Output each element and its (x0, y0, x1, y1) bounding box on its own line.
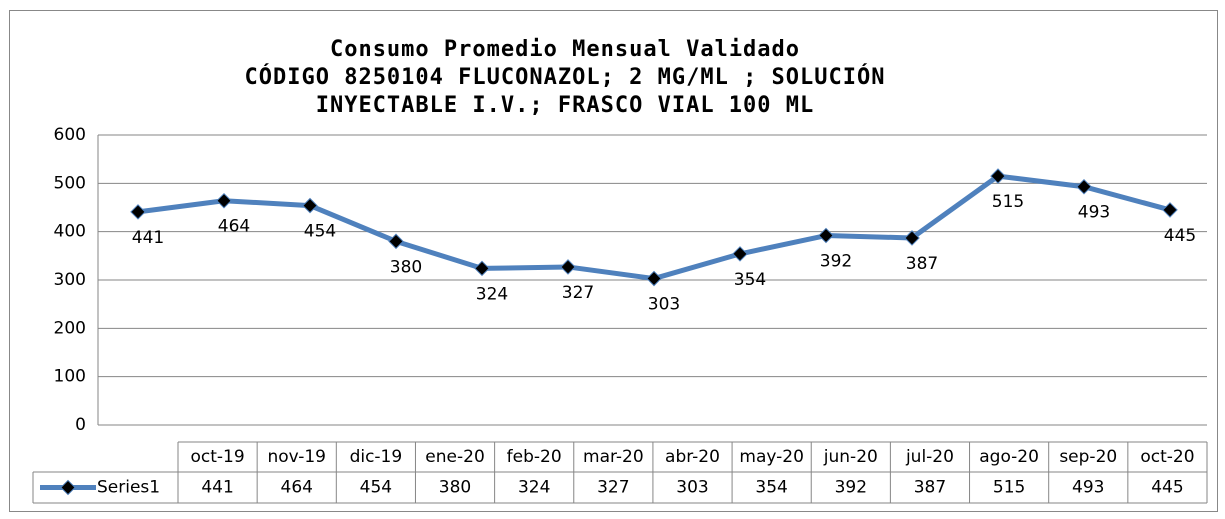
marker (732, 246, 748, 262)
table-value: 515 (993, 478, 1025, 498)
x-tick-label: jun-20 (823, 447, 878, 467)
marker (1076, 178, 1092, 195)
table-value: 380 (439, 478, 471, 498)
marker (474, 260, 490, 277)
y-tick-label: 500 (54, 173, 86, 193)
x-tick-label: oct-19 (190, 447, 244, 467)
y-tick-label: 0 (75, 415, 86, 435)
table-value: 445 (1151, 478, 1183, 498)
x-tick-label: ago-20 (979, 447, 1039, 467)
marker (560, 259, 576, 275)
data-label: 324 (476, 284, 508, 304)
x-tick-label: feb-20 (507, 447, 562, 467)
table-value: 441 (201, 478, 233, 498)
table-value: 493 (1072, 478, 1104, 498)
data-label: 441 (132, 228, 164, 248)
x-tick-label: nov-19 (267, 447, 326, 467)
table-value: 324 (518, 478, 550, 498)
data-label: 387 (906, 254, 938, 274)
y-tick-label: 200 (54, 318, 86, 338)
chart-border (9, 10, 1218, 512)
marker (990, 168, 1006, 184)
marker (1162, 202, 1178, 218)
x-tick-label: may-20 (739, 447, 804, 467)
table-value: 327 (597, 478, 629, 498)
x-tick-label: mar-20 (583, 447, 644, 467)
marker (818, 227, 834, 244)
marker (388, 233, 404, 250)
x-tick-label: sep-20 (1059, 447, 1117, 467)
data-label: 380 (390, 257, 422, 277)
marker (904, 230, 920, 246)
chart-title: INYECTABLE I.V.; FRASCO VIAL 100 ML (316, 93, 815, 118)
table-value: 392 (835, 478, 867, 498)
data-label: 327 (562, 283, 594, 303)
table-value: 387 (914, 478, 946, 498)
y-tick-label: 100 (54, 367, 86, 387)
x-tick-label: ene-20 (425, 447, 484, 467)
data-label: 464 (218, 217, 250, 237)
chart-title: CÓDIGO 8250104 FLUCONAZOL; 2 MG/ML ; SOL… (244, 64, 885, 90)
marker (130, 204, 146, 220)
data-label: 454 (304, 222, 336, 242)
x-tick-label: oct-20 (1140, 447, 1194, 467)
data-label: 493 (1078, 203, 1110, 223)
data-label: 515 (992, 192, 1024, 212)
legend-marker (60, 479, 76, 496)
data-label: 303 (648, 295, 680, 315)
data-label: 445 (1164, 226, 1196, 246)
chart-title: Consumo Promedio Mensual Validado (330, 37, 800, 62)
legend-label: Series1 (97, 478, 160, 498)
table-value: 464 (281, 478, 313, 498)
table-value: 354 (755, 478, 787, 498)
table-value: 454 (360, 478, 392, 498)
y-tick-label: 600 (54, 125, 86, 145)
x-tick-label: abr-20 (665, 447, 720, 467)
y-tick-label: 300 (54, 270, 86, 290)
y-tick-label: 400 (54, 222, 86, 242)
marker (646, 270, 662, 287)
marker (216, 192, 232, 209)
table-value: 303 (676, 478, 708, 498)
marker (302, 197, 318, 214)
data-label: 354 (734, 270, 766, 290)
x-tick-label: jul-20 (905, 447, 954, 467)
x-tick-label: dic-19 (350, 447, 403, 467)
data-label: 392 (820, 252, 852, 272)
